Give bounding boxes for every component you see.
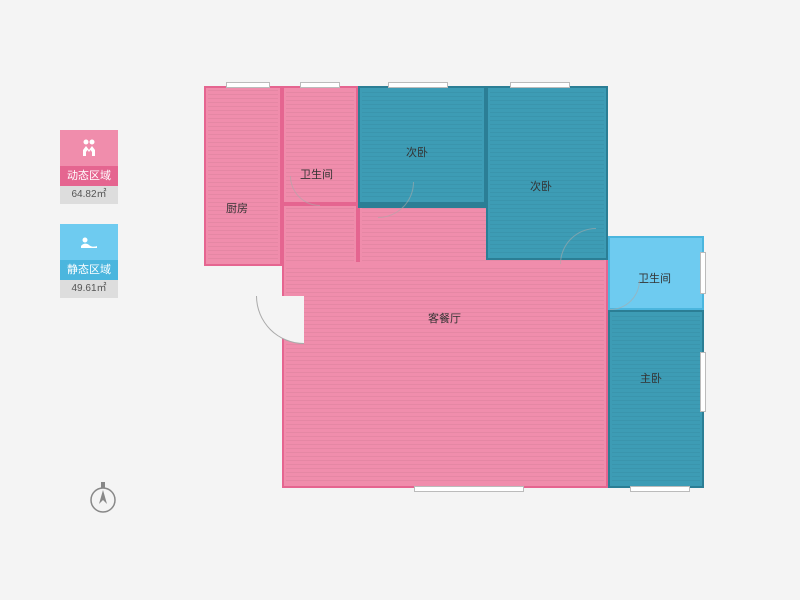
window [226,82,270,88]
legend-static-value: 49.61㎡ [60,280,118,298]
window [388,82,448,88]
window [300,82,340,88]
label-living: 客餐厅 [428,310,461,326]
label-bed2b: 次卧 [530,178,552,194]
door-arc [256,296,304,344]
legend-static-title: 静态区域 [60,260,118,280]
label-master: 主卧 [640,370,662,386]
room-kitchen [204,86,282,266]
room-master [608,310,704,488]
legend-dynamic-value: 64.82㎡ [60,186,118,204]
label-bed2a: 次卧 [406,144,428,160]
window [630,486,690,492]
room-living-main [282,264,608,488]
living-seam-cover [284,262,606,268]
compass-icon [85,480,121,521]
floorplan-canvas: 厨房 卫生间 客餐厅 次卧 次卧 卫生间 主卧 [0,0,800,600]
legend: 动态区域 64.82㎡ 静态区域 49.61㎡ [60,130,118,318]
label-bath2: 卫生间 [638,270,671,286]
window [414,486,524,492]
legend-static: 静态区域 49.61㎡ [60,224,118,298]
label-kitchen: 厨房 [226,200,248,216]
window [510,82,570,88]
legend-dynamic: 动态区域 64.82㎡ [60,130,118,204]
sleep-icon [60,224,118,260]
legend-dynamic-title: 动态区域 [60,166,118,186]
room-living-upper [282,204,358,266]
people-icon [60,130,118,166]
window [700,352,706,412]
window [700,252,706,294]
